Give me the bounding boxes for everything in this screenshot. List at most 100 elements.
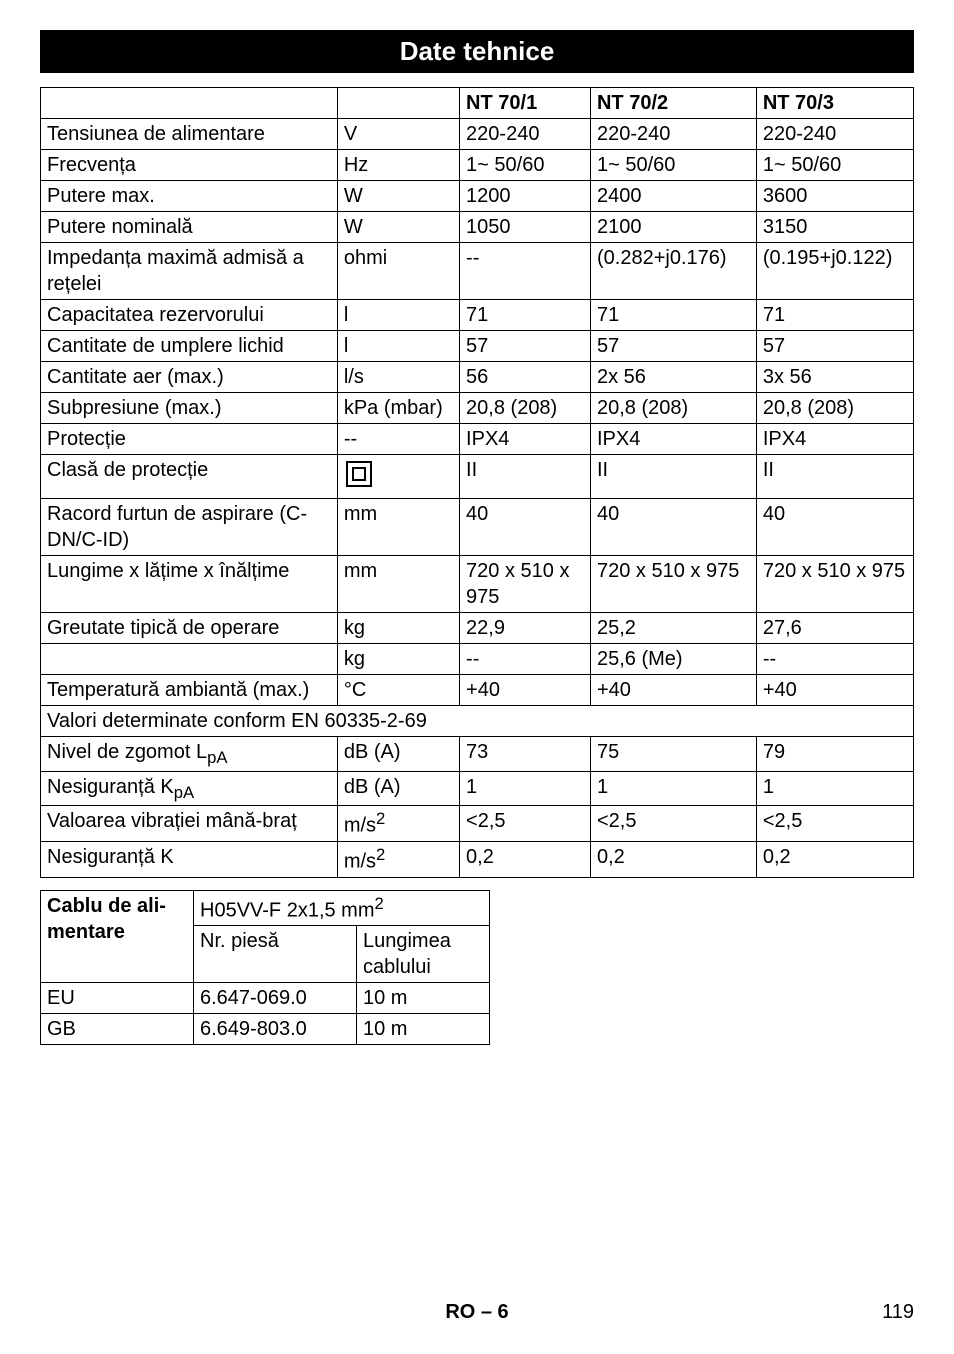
value-cell: 220-240 (590, 119, 756, 150)
table-row: Protecție -- IPX4 IPX4 IPX4 (41, 424, 914, 455)
param-cell: Greutate tipică de operare (41, 613, 338, 644)
value-cell: 6.647-069.0 (194, 983, 357, 1014)
cable-title-left-l2: mentare (47, 921, 125, 943)
value-cell: 0,2 (460, 842, 591, 878)
table-row: Racord furtun de aspirare (C-DN/C-ID) mm… (41, 499, 914, 556)
unit-cell: mm (337, 499, 459, 556)
unit-cell: l (337, 300, 459, 331)
param-cell: Nesiguranță KpA (41, 771, 338, 806)
value-cell: 1~ 50/60 (756, 150, 913, 181)
footer-center: RO – 6 (0, 1301, 954, 1324)
value-cell: <2,5 (590, 806, 756, 842)
spec-table: NT 70/1 NT 70/2 NT 70/3 Tensiunea de ali… (40, 87, 914, 878)
param-cell: Cantitate aer (max.) (41, 362, 338, 393)
table-row: Nivel de zgomot LpA dB (A) 73 75 79 (41, 737, 914, 772)
value-cell: IPX4 (756, 424, 913, 455)
table-row: Valoarea vibrației mână-braț m/s2 <2,5 <… (41, 806, 914, 842)
table-row: GB 6.649-803.0 10 m (41, 1014, 490, 1045)
value-cell: -- (756, 644, 913, 675)
table-row: EU 6.647-069.0 10 m (41, 983, 490, 1014)
value-cell: 720 x 510 x 975 (756, 556, 913, 613)
value-cell: 1~ 50/60 (590, 150, 756, 181)
value-cell: II (756, 455, 913, 499)
value-cell: 79 (756, 737, 913, 772)
value-cell: 1 (460, 771, 591, 806)
value-cell: 1 (590, 771, 756, 806)
param-cell: Protecție (41, 424, 338, 455)
value-cell: 720 x 510 x 975 (590, 556, 756, 613)
blank-cell (41, 88, 338, 119)
unit-cell: W (337, 181, 459, 212)
unit-cell: Hz (337, 150, 459, 181)
value-cell: II (460, 455, 591, 499)
param-cell: Temperatură ambiantă (max.) (41, 675, 338, 706)
value-cell: -- (460, 644, 591, 675)
param-cell: Frecvența (41, 150, 338, 181)
unit-cell: V (337, 119, 459, 150)
value-cell: 3x 56 (756, 362, 913, 393)
param-cell: Valoarea vibrației mână-braț (41, 806, 338, 842)
value-cell: GB (41, 1014, 194, 1045)
value-cell: (0.282+j0.176) (590, 243, 756, 300)
value-cell: 20,8 (208) (590, 393, 756, 424)
table-row: Capacitatea rezervorului l 71 71 71 (41, 300, 914, 331)
value-cell: 40 (590, 499, 756, 556)
param-cell: Nesiguranță K (41, 842, 338, 878)
param-cell: Putere max. (41, 181, 338, 212)
table-row: Subpresiune (max.) kPa (mbar) 20,8 (208)… (41, 393, 914, 424)
value-cell: 2x 56 (590, 362, 756, 393)
unit-cell: m/s2 (337, 842, 459, 878)
table-row: Clasă de protecție II II II (41, 455, 914, 499)
unit-cell: m/s2 (337, 806, 459, 842)
table-row: Cantitate de umplere lichid l 57 57 57 (41, 331, 914, 362)
value-cell: 71 (756, 300, 913, 331)
standards-cell: Valori determinate conform EN 60335-2-69 (41, 706, 914, 737)
model-header: NT 70/1 (460, 88, 591, 119)
param-cell: Racord furtun de aspirare (C-DN/C-ID) (41, 499, 338, 556)
footer-page-number: 119 (882, 1301, 914, 1324)
param-cell: Putere nominală (41, 212, 338, 243)
cable-col-right: Lungimea cablului (357, 926, 490, 983)
value-cell: 20,8 (208) (756, 393, 913, 424)
model-header: NT 70/2 (590, 88, 756, 119)
value-cell: 720 x 510 x 975 (460, 556, 591, 613)
param-cell: Nivel de zgomot LpA (41, 737, 338, 772)
value-cell: 56 (460, 362, 591, 393)
unit-cell (337, 455, 459, 499)
class-ii-icon (346, 461, 372, 487)
param-cell (41, 644, 338, 675)
unit-cell: kg (337, 613, 459, 644)
value-cell: 1050 (460, 212, 591, 243)
cable-title-left-l1: Cablu de ali- (47, 895, 166, 917)
value-cell: 57 (590, 331, 756, 362)
table-row: kg -- 25,6 (Me) -- (41, 644, 914, 675)
value-cell: 75 (590, 737, 756, 772)
table-row: Greutate tipică de operare kg 22,9 25,2 … (41, 613, 914, 644)
unit-cell: dB (A) (337, 771, 459, 806)
value-cell: -- (460, 243, 591, 300)
value-cell: +40 (756, 675, 913, 706)
value-cell: 3150 (756, 212, 913, 243)
cable-title-right: H05VV-F 2x1,5 mm2 (194, 890, 490, 926)
value-cell: EU (41, 983, 194, 1014)
unit-cell: -- (337, 424, 459, 455)
table-row: Nesiguranță KpA dB (A) 1 1 1 (41, 771, 914, 806)
value-cell: 220-240 (460, 119, 591, 150)
value-cell: (0.195+j0.122) (756, 243, 913, 300)
value-cell: IPX4 (590, 424, 756, 455)
cable-table: Cablu de ali- mentare H05VV-F 2x1,5 mm2 … (40, 890, 490, 1046)
page-footer: RO – 6 119 (0, 1301, 954, 1324)
model-header: NT 70/3 (756, 88, 913, 119)
value-cell: 22,9 (460, 613, 591, 644)
param-cell: Lungime x lățime x înălțime (41, 556, 338, 613)
param-cell: Cantitate de umplere lichid (41, 331, 338, 362)
value-cell: 1~ 50/60 (460, 150, 591, 181)
unit-cell: dB (A) (337, 737, 459, 772)
table-row: Putere nominală W 1050 2100 3150 (41, 212, 914, 243)
value-cell: 20,8 (208) (460, 393, 591, 424)
param-cell: Clasă de protecție (41, 455, 338, 499)
table-row: Putere max. W 1200 2400 3600 (41, 181, 914, 212)
value-cell: <2,5 (460, 806, 591, 842)
value-cell: 2400 (590, 181, 756, 212)
table-row: Cablu de ali- mentare H05VV-F 2x1,5 mm2 (41, 890, 490, 926)
